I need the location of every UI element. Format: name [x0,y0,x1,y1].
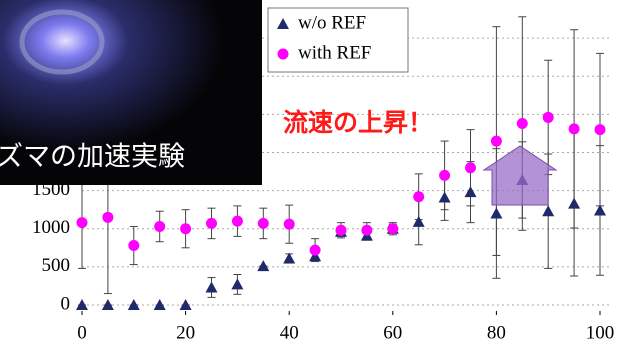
x-tick-label: 60 [383,322,402,343]
circle-marker [543,112,554,123]
triangle-marker [206,281,218,292]
circle-marker [439,170,450,181]
circle-marker [77,217,88,228]
triangle-marker [490,208,502,219]
x-tick-label: 80 [487,322,506,343]
circle-marker [102,212,113,223]
y-tick-label: 1000 [32,217,70,238]
circle-marker [154,221,165,232]
legend-label: w/o REF [298,12,366,33]
triangle-marker [439,191,451,202]
photo-caption: ズマの加速実験 [0,142,185,173]
triangle-marker [231,278,243,289]
chart: 0500100015002000250030003500020406080100… [0,0,625,354]
triangle-marker [180,299,192,310]
circle-marker [232,216,243,227]
circle-marker [595,124,606,135]
x-tick-label: 20 [176,322,195,343]
circle-marker [361,225,372,236]
circle-marker [278,49,289,60]
y-tick-label: 0 [61,293,71,314]
legend-label: with REF [298,42,371,63]
circle-marker [465,162,476,173]
circle-marker [491,136,502,147]
circle-marker [569,123,580,134]
x-tick-label: 0 [77,322,87,343]
x-tick-label: 100 [586,322,615,343]
circle-marker [258,218,269,229]
x-tick-label: 40 [280,322,299,343]
triangle-marker [283,252,295,263]
circle-marker [128,240,139,251]
triangle-marker [594,204,606,215]
triangle-marker [542,205,554,216]
circle-marker [336,225,347,236]
legend: w/o REF with REF [268,8,408,72]
annotation: 流速の上昇！ [283,108,433,137]
triangle-marker [413,216,425,227]
circle-marker [310,245,321,256]
circle-marker [284,219,295,230]
triangle-marker [568,198,580,209]
circle-marker [206,218,217,229]
photo: ズマの加速実験 [0,0,262,185]
circle-marker [387,223,398,234]
y-tick-label: 500 [42,255,71,276]
circle-marker [517,118,528,129]
triangle-marker [76,299,88,310]
circle-marker [180,223,191,234]
circle-marker [413,191,424,202]
triangle-marker [257,260,269,271]
triangle-marker [465,186,477,197]
arrow [484,146,556,205]
